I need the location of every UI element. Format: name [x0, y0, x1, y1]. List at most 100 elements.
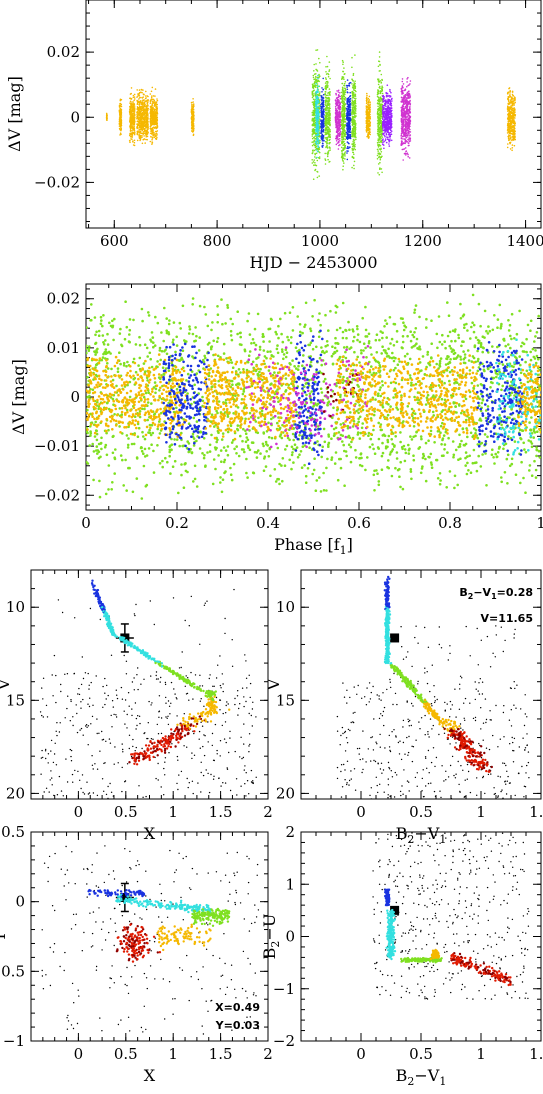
lightcurve-point — [382, 112, 384, 114]
lightcurve-point — [337, 148, 340, 150]
lightcurve-point — [155, 112, 157, 115]
lightcurve-point — [377, 125, 380, 127]
lightcurve-point — [338, 95, 341, 97]
lightcurve-point — [150, 128, 152, 131]
lightcurve-point — [389, 138, 391, 140]
lightcurve-point — [391, 97, 393, 100]
lightcurve-point — [379, 157, 382, 159]
lightcurve-point — [390, 126, 393, 128]
lightcurve-point — [343, 125, 346, 128]
lightcurve-point — [316, 150, 319, 153]
lightcurve-point — [322, 77, 325, 80]
lightcurve-point — [319, 61, 321, 64]
lightcurve-point — [351, 97, 354, 99]
lightcurve-point — [324, 82, 327, 84]
lightcurve-point — [389, 110, 392, 113]
lightcurve-point — [343, 93, 345, 95]
lightcurve-point — [316, 137, 319, 140]
lightcurve-point — [321, 138, 324, 141]
lightcurve-point — [378, 155, 381, 158]
lightcurve-point — [343, 73, 346, 75]
lightcurve-point — [367, 133, 369, 135]
lightcurve-point — [387, 108, 389, 110]
lightcurve-point — [325, 112, 328, 115]
lightcurve-point — [193, 125, 195, 127]
lightcurve-point — [329, 94, 331, 96]
lightcurve-point — [149, 102, 152, 104]
lightcurve-point — [133, 106, 136, 108]
lightcurve-point — [345, 118, 348, 120]
lightcurve-point — [313, 110, 316, 113]
lightcurve-point — [389, 131, 392, 134]
lightcurve-point — [155, 114, 157, 116]
lightcurve-point — [151, 110, 154, 113]
lightcurve-point — [315, 63, 317, 65]
lightcurve-point — [347, 98, 350, 100]
lightcurve-point — [325, 94, 328, 97]
lightcurve-point — [131, 126, 134, 128]
lightcurve-point — [326, 142, 328, 145]
lightcurve-point — [119, 132, 122, 134]
lightcurve-point — [156, 113, 159, 115]
lightcurve-point — [156, 136, 158, 139]
lightcurve-point — [317, 79, 320, 82]
lightcurve-point — [320, 132, 322, 134]
lightcurve-point — [149, 140, 152, 143]
lightcurve-point — [349, 133, 352, 136]
lightcurve-point — [325, 146, 327, 149]
lightcurve-point — [315, 126, 318, 128]
lightcurve-point — [156, 118, 158, 121]
lightcurve-point — [408, 90, 410, 92]
lightcurve-point — [315, 83, 318, 85]
lightcurve-point — [313, 136, 315, 139]
lightcurve-point — [378, 102, 381, 105]
lightcurve-point — [389, 101, 392, 103]
lightcurve-point — [139, 138, 142, 141]
lightcurve-point — [341, 135, 344, 137]
lightcurve-point — [142, 96, 144, 98]
lightcurve-point — [377, 89, 379, 91]
lightcurve-point — [367, 137, 370, 139]
lightcurve-point — [387, 95, 389, 97]
lightcurve-point — [129, 118, 131, 120]
lightcurve-point — [382, 108, 385, 111]
lightcurve-point — [131, 103, 134, 105]
lightcurve-point — [311, 129, 314, 131]
lightcurve-point — [353, 167, 355, 170]
lightcurve-point — [314, 156, 316, 158]
lightcurve-point — [145, 138, 147, 141]
lightcurve-point — [346, 124, 349, 127]
lightcurve-point — [378, 141, 381, 144]
lightcurve-point — [379, 137, 381, 139]
lightcurve-point — [312, 178, 315, 180]
lightcurve-point — [347, 150, 349, 152]
lightcurve-point — [385, 101, 387, 103]
lightcurve-point — [346, 107, 348, 110]
lightcurve-point — [409, 80, 412, 82]
lightcurve-point — [136, 133, 138, 135]
lightcurve-point — [353, 138, 355, 141]
lightcurve-point — [378, 80, 381, 83]
lightcurve-point — [143, 102, 146, 105]
lightcurve-point — [342, 98, 345, 100]
lightcurve-point — [149, 99, 152, 102]
lightcurve-point — [368, 116, 371, 118]
lightcurve-point — [315, 75, 317, 78]
lightcurve-point — [321, 99, 323, 102]
lightcurve-point — [156, 126, 158, 128]
lightcurve-point — [376, 93, 379, 96]
lightcurve-point — [353, 140, 356, 142]
lightcurve-point — [150, 119, 152, 121]
lightcurve-point — [120, 105, 122, 107]
lightcurve-point — [336, 114, 338, 117]
lightcurve-point — [155, 101, 158, 104]
lightcurve-point — [316, 171, 319, 173]
lightcurve-point — [312, 151, 314, 153]
lightcurve-point — [328, 117, 331, 120]
lightcurve-point — [312, 161, 315, 163]
lightcurve-point — [378, 107, 380, 109]
lightcurve-point — [355, 105, 357, 108]
lightcurve-point — [312, 109, 315, 112]
lightcurve-point — [369, 105, 371, 107]
lightcurve-point — [149, 115, 152, 118]
